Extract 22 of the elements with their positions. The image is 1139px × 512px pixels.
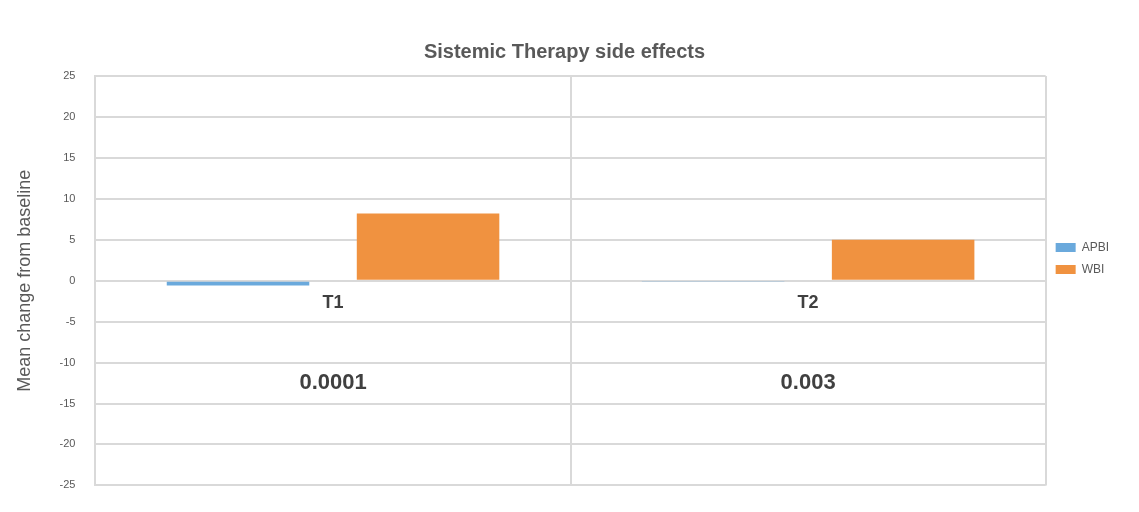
annotation: 0.0001 xyxy=(299,369,367,395)
y-tick-label: 20 xyxy=(63,109,76,122)
y-tick-label: 15 xyxy=(63,150,76,163)
y-axis-title: Mean change from baseline xyxy=(13,169,34,392)
annotation: 0.003 xyxy=(780,369,836,395)
y-tick-label: 0 xyxy=(69,273,76,286)
chart-title: Sistemic Therapy side effects xyxy=(423,39,706,62)
y-tick-label: -5 xyxy=(65,314,76,327)
bar xyxy=(831,239,975,280)
y-tick-label: -20 xyxy=(59,437,76,450)
y-tick-label: -15 xyxy=(59,396,76,409)
x-tick-label: T1 xyxy=(322,292,344,313)
legend-label: WBI xyxy=(1081,261,1105,276)
bar xyxy=(166,281,310,286)
legend-label: APBI xyxy=(1081,239,1110,254)
y-tick-label: 10 xyxy=(63,191,76,204)
y-tick-label: -25 xyxy=(59,478,76,491)
y-tick-label: 25 xyxy=(63,69,76,82)
x-tick-label: T2 xyxy=(797,292,819,313)
y-tick-label: -10 xyxy=(59,355,76,368)
y-tick-label: 5 xyxy=(69,232,76,245)
bar xyxy=(356,213,500,280)
